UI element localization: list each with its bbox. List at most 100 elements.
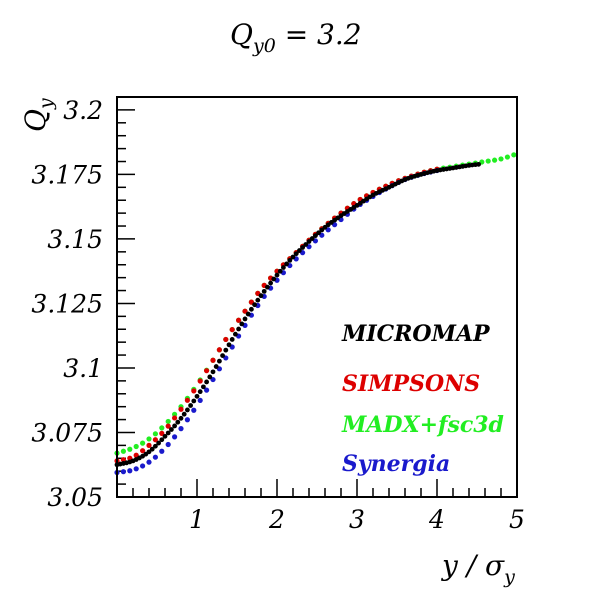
data-point (153, 443, 158, 449)
title-equation: = 3.2 (276, 18, 362, 51)
data-point (306, 239, 312, 244)
data-point (159, 430, 165, 436)
data-point (210, 357, 216, 363)
legend-entry: Synergia (342, 451, 450, 477)
y-axis-subscript: y (35, 98, 57, 110)
data-point (120, 448, 126, 454)
data-point (242, 316, 248, 322)
data-point (204, 368, 210, 374)
data-point (159, 448, 165, 454)
data-point (146, 449, 152, 455)
x-axis-text: y / σ (440, 549, 505, 582)
data-point (194, 393, 200, 399)
data-point (239, 321, 245, 327)
data-point (133, 466, 139, 472)
ticks-layer: 1 2 3 4 5 3.05 3.075 3.1 3.125 3.15 3.175 3.2 (31, 96, 525, 534)
data-point (303, 242, 309, 247)
data-point (165, 418, 171, 425)
data-point (293, 251, 299, 257)
x-tick-label: 5 (509, 505, 525, 534)
data-point (140, 448, 146, 454)
data-point (165, 441, 171, 448)
y-tick-label: 3.125 (31, 289, 103, 318)
y-tick-label: 3.175 (31, 160, 103, 189)
data-point (172, 415, 178, 421)
data-point (297, 248, 302, 253)
data-point (140, 440, 146, 446)
data-point (169, 427, 174, 432)
data-point (217, 358, 222, 364)
data-point (178, 426, 184, 432)
data-point (165, 430, 171, 436)
data-point (152, 454, 158, 460)
data-point (159, 437, 165, 443)
plot-frame (116, 96, 518, 498)
data-point (201, 384, 206, 390)
data-point (133, 443, 139, 450)
data-point (319, 227, 325, 233)
data-point (156, 440, 162, 446)
data-point (229, 337, 235, 342)
data-point (178, 415, 184, 421)
data-point (281, 265, 286, 270)
data-point (210, 369, 216, 375)
data-point (178, 406, 184, 412)
data-point (197, 389, 203, 395)
x-tick-label: 1 (189, 505, 205, 534)
data-point (511, 152, 517, 158)
data-point (165, 423, 171, 429)
data-point (233, 331, 238, 337)
data-point (204, 379, 210, 385)
y-tick-label: 3.1 (63, 354, 103, 383)
data-point (249, 306, 254, 312)
x-tick-label: 3 (349, 505, 365, 534)
data-point (191, 407, 197, 413)
data-point (287, 258, 293, 263)
data-point (184, 397, 190, 403)
series-madx-fsc3d (114, 152, 517, 456)
x-axis-label: y / σy (440, 549, 515, 588)
data-point (220, 353, 226, 359)
series-micromap (114, 161, 481, 468)
data-point (258, 293, 264, 299)
chart-title: Qy0 = 3.2 (230, 18, 362, 57)
legend-entry: MADX+fsc3d (341, 412, 504, 438)
data-point (252, 302, 257, 308)
data-point (300, 245, 305, 250)
data-point (184, 417, 190, 423)
data-point (229, 326, 235, 333)
data-point (127, 468, 133, 474)
data-point (223, 336, 229, 343)
data-point (265, 284, 270, 290)
data-point (236, 326, 242, 332)
marks-layer (114, 152, 517, 476)
data-point (271, 276, 277, 282)
x-tick-label: 4 (428, 505, 445, 534)
data-point (277, 268, 283, 274)
legend-entry: SIMPSONS (342, 371, 480, 397)
data-point (213, 364, 219, 369)
data-point (204, 387, 210, 393)
legend: MICROMAP SIMPSONS MADX+fsc3d Synergia (341, 321, 504, 477)
data-point (245, 311, 251, 317)
title-subscript: y0 (252, 35, 276, 57)
data-point (216, 347, 222, 353)
data-point (498, 156, 504, 162)
y-tick-label: 3.075 (31, 418, 103, 447)
data-point (207, 374, 213, 380)
data-point (127, 446, 133, 452)
data-point (191, 398, 197, 404)
data-point (149, 446, 155, 452)
data-point (146, 442, 152, 448)
data-point (255, 297, 261, 303)
data-point (162, 433, 168, 439)
data-point (197, 397, 203, 404)
data-point (313, 233, 318, 239)
data-point (223, 347, 229, 353)
data-point (159, 425, 165, 431)
y-tick-label: 3.2 (63, 96, 103, 125)
data-point (309, 236, 315, 241)
data-point (268, 280, 273, 286)
x-tick-label: 2 (268, 505, 285, 534)
